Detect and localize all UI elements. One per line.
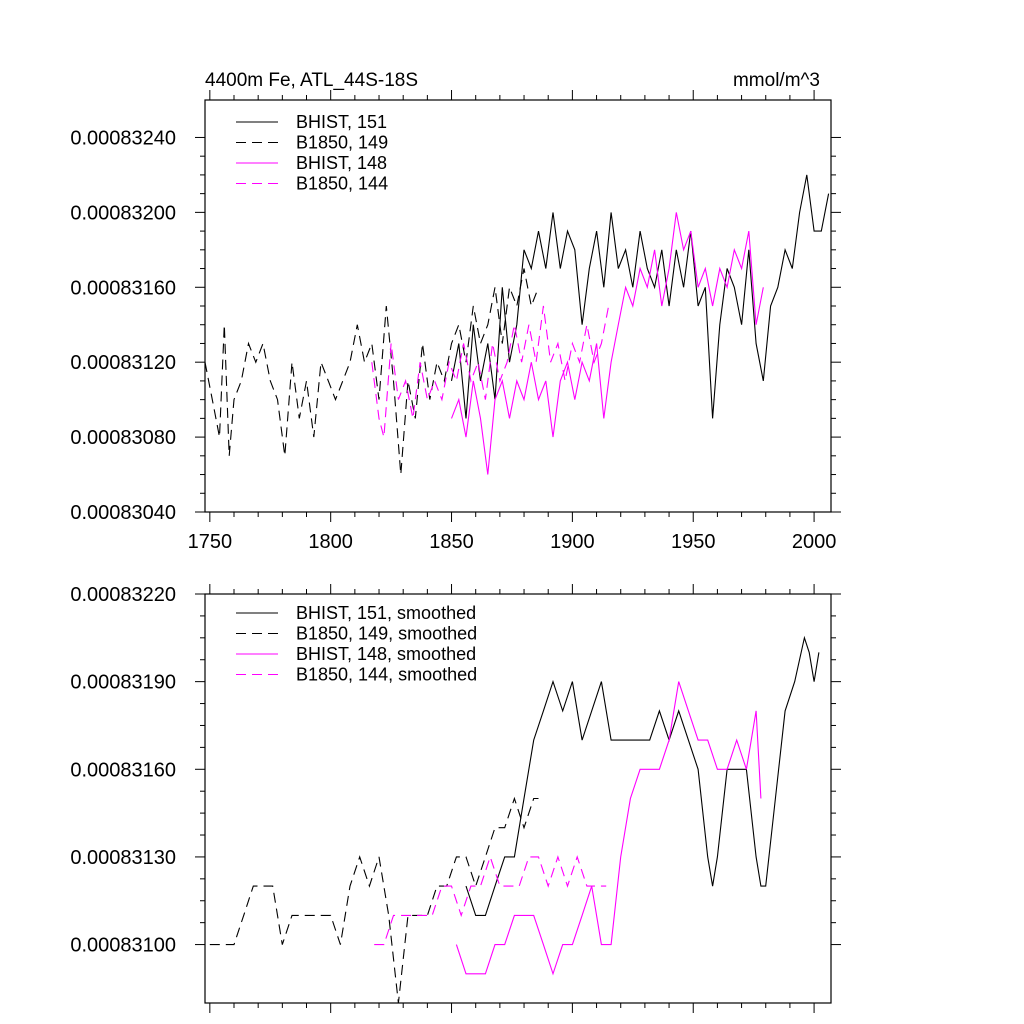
top-ytick-label: 0.00083240 — [70, 127, 176, 149]
bottom-plot-frame — [204, 593, 832, 1004]
bottom-ytick-label: 0.00083190 — [70, 672, 176, 694]
top-ytick-label: 0.00083120 — [70, 352, 176, 374]
top-legend-label: B1850, 149 — [296, 133, 388, 153]
bottom-ytick-label: 0.00083130 — [70, 847, 176, 869]
top-panel: 4400m Fe, ATL_44S-18S mmol/m^3 1750 1800 1… — [70, 70, 841, 553]
top-series-group — [204, 174, 830, 475]
bottom-panel: 0.00083100 0.00083130 0.00083160 0.00083190… — [70, 584, 841, 1013]
top-ytick-label: 0.00083200 — [70, 202, 176, 224]
top-legend-label: B1850, 144 — [296, 174, 388, 194]
top-legend-label: BHIST, 148 — [296, 153, 387, 173]
bottom-series-line-1 — [209, 796, 539, 1004]
bottom-series-line-0 — [465, 635, 820, 916]
top-xtick-label: 1800 — [308, 531, 353, 553]
bottom-series-line-2 — [455, 681, 762, 976]
top-series-line-1 — [204, 268, 540, 475]
bottom-ytick-label: 0.00083100 — [70, 935, 176, 957]
top-xtick-label: 1750 — [188, 531, 233, 553]
top-xtick-label: 2000 — [792, 531, 837, 553]
bottom-axis-ticks: 0.00083100 0.00083130 0.00083160 0.00083190… — [70, 584, 841, 1013]
top-ytick-label: 0.00083040 — [70, 502, 176, 524]
top-xtick-label: 1950 — [671, 531, 716, 553]
top-ytick-label: 0.00083160 — [70, 277, 176, 299]
bottom-ytick-label: 0.00083160 — [70, 759, 176, 781]
top-xtick-label: 1900 — [550, 531, 595, 553]
top-series-line-2 — [450, 212, 764, 475]
top-ytick-label: 0.00083080 — [70, 427, 176, 449]
bottom-legend-label: B1850, 149, smoothed — [296, 624, 477, 644]
top-series-line-3 — [371, 305, 610, 438]
top-axis-ticks: 1750 1800 1850 1900 1950 2000 0.00083040 0.0008… — [70, 90, 841, 553]
top-panel-title: 4400m Fe, ATL_44S-18S — [205, 70, 418, 91]
bottom-legend-label: BHIST, 151, smoothed — [296, 603, 476, 623]
bottom-legend-label: B1850, 144, smoothed — [296, 665, 477, 685]
top-legend-label: BHIST, 151 — [296, 112, 387, 132]
bottom-ytick-label: 0.00083220 — [70, 584, 176, 606]
bottom-series-line-3 — [374, 855, 607, 946]
top-series-line-0 — [450, 174, 830, 419]
bottom-series-group — [209, 635, 820, 1004]
top-xtick-label: 1850 — [429, 531, 474, 553]
bottom-legend-label: BHIST, 148, smoothed — [296, 644, 476, 664]
top-panel-units: mmol/m^3 — [733, 70, 820, 91]
